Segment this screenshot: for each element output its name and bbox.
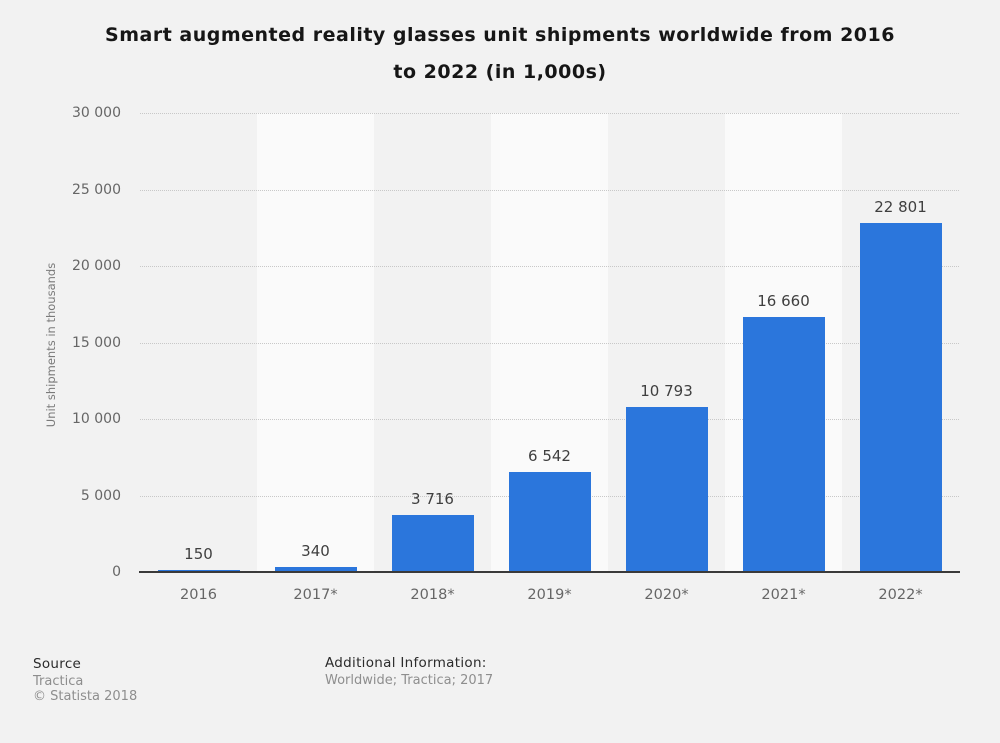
chart-title: Smart augmented reality glasses unit shi… bbox=[0, 17, 1000, 91]
y-tick-label: 20 000 bbox=[72, 258, 121, 274]
y-tick-label: 25 000 bbox=[72, 181, 121, 198]
chart-title-line-2: to 2022 (in 1,000s) bbox=[393, 61, 607, 83]
y-tick-label: 10 000 bbox=[72, 411, 121, 427]
bar-2020* bbox=[625, 406, 708, 572]
gridline-10000 bbox=[140, 419, 959, 420]
x-tick-label-2017*: 2017* bbox=[293, 587, 338, 603]
bar-2022* bbox=[859, 223, 942, 572]
gridline-30000 bbox=[140, 113, 959, 114]
value-label-2019*: 6 542 bbox=[528, 446, 571, 465]
bar-2017* bbox=[274, 566, 357, 572]
y-tick-label: 30 000 bbox=[72, 105, 121, 121]
value-label-2021*: 16 660 bbox=[757, 292, 810, 311]
bar-2021* bbox=[742, 317, 825, 572]
gridline-25000 bbox=[140, 189, 959, 191]
y-tick-label: 0 bbox=[112, 564, 121, 580]
value-label-2020*: 10 793 bbox=[640, 381, 693, 400]
y-tick-label: 5 000 bbox=[80, 487, 121, 504]
additional-info-label: Additional Information: bbox=[325, 655, 487, 671]
bar-2019* bbox=[508, 471, 591, 572]
gridline-15000 bbox=[140, 342, 959, 344]
copyright-notice: © Statista 2018 bbox=[33, 689, 138, 704]
chart-title-line-1: Smart augmented reality glasses unit shi… bbox=[105, 24, 895, 46]
x-tick-label-2018*: 2018* bbox=[410, 587, 455, 603]
source-value: Tractica bbox=[33, 674, 84, 689]
x-tick-label-2016: 2016 bbox=[180, 587, 217, 603]
bar-2016 bbox=[157, 569, 240, 572]
x-tick-label-2021*: 2021* bbox=[761, 587, 806, 603]
x-tick-label-2020*: 2020* bbox=[644, 587, 689, 603]
value-label-2017*: 340 bbox=[301, 541, 330, 560]
x-tick-label-2019*: 2019* bbox=[527, 587, 572, 603]
value-label-2022*: 22 801 bbox=[874, 198, 927, 217]
source-label: Source bbox=[33, 656, 82, 672]
x-axis-line bbox=[139, 571, 960, 573]
bar-2018* bbox=[391, 515, 474, 572]
additional-info-value: Worldwide; Tractica; 2017 bbox=[325, 673, 494, 688]
value-label-2016: 150 bbox=[184, 544, 213, 563]
y-tick-label: 15 000 bbox=[72, 334, 121, 351]
value-label-2018*: 3 716 bbox=[411, 490, 454, 509]
x-tick-label-2022*: 2022* bbox=[878, 587, 923, 603]
gridline-20000 bbox=[140, 266, 959, 267]
